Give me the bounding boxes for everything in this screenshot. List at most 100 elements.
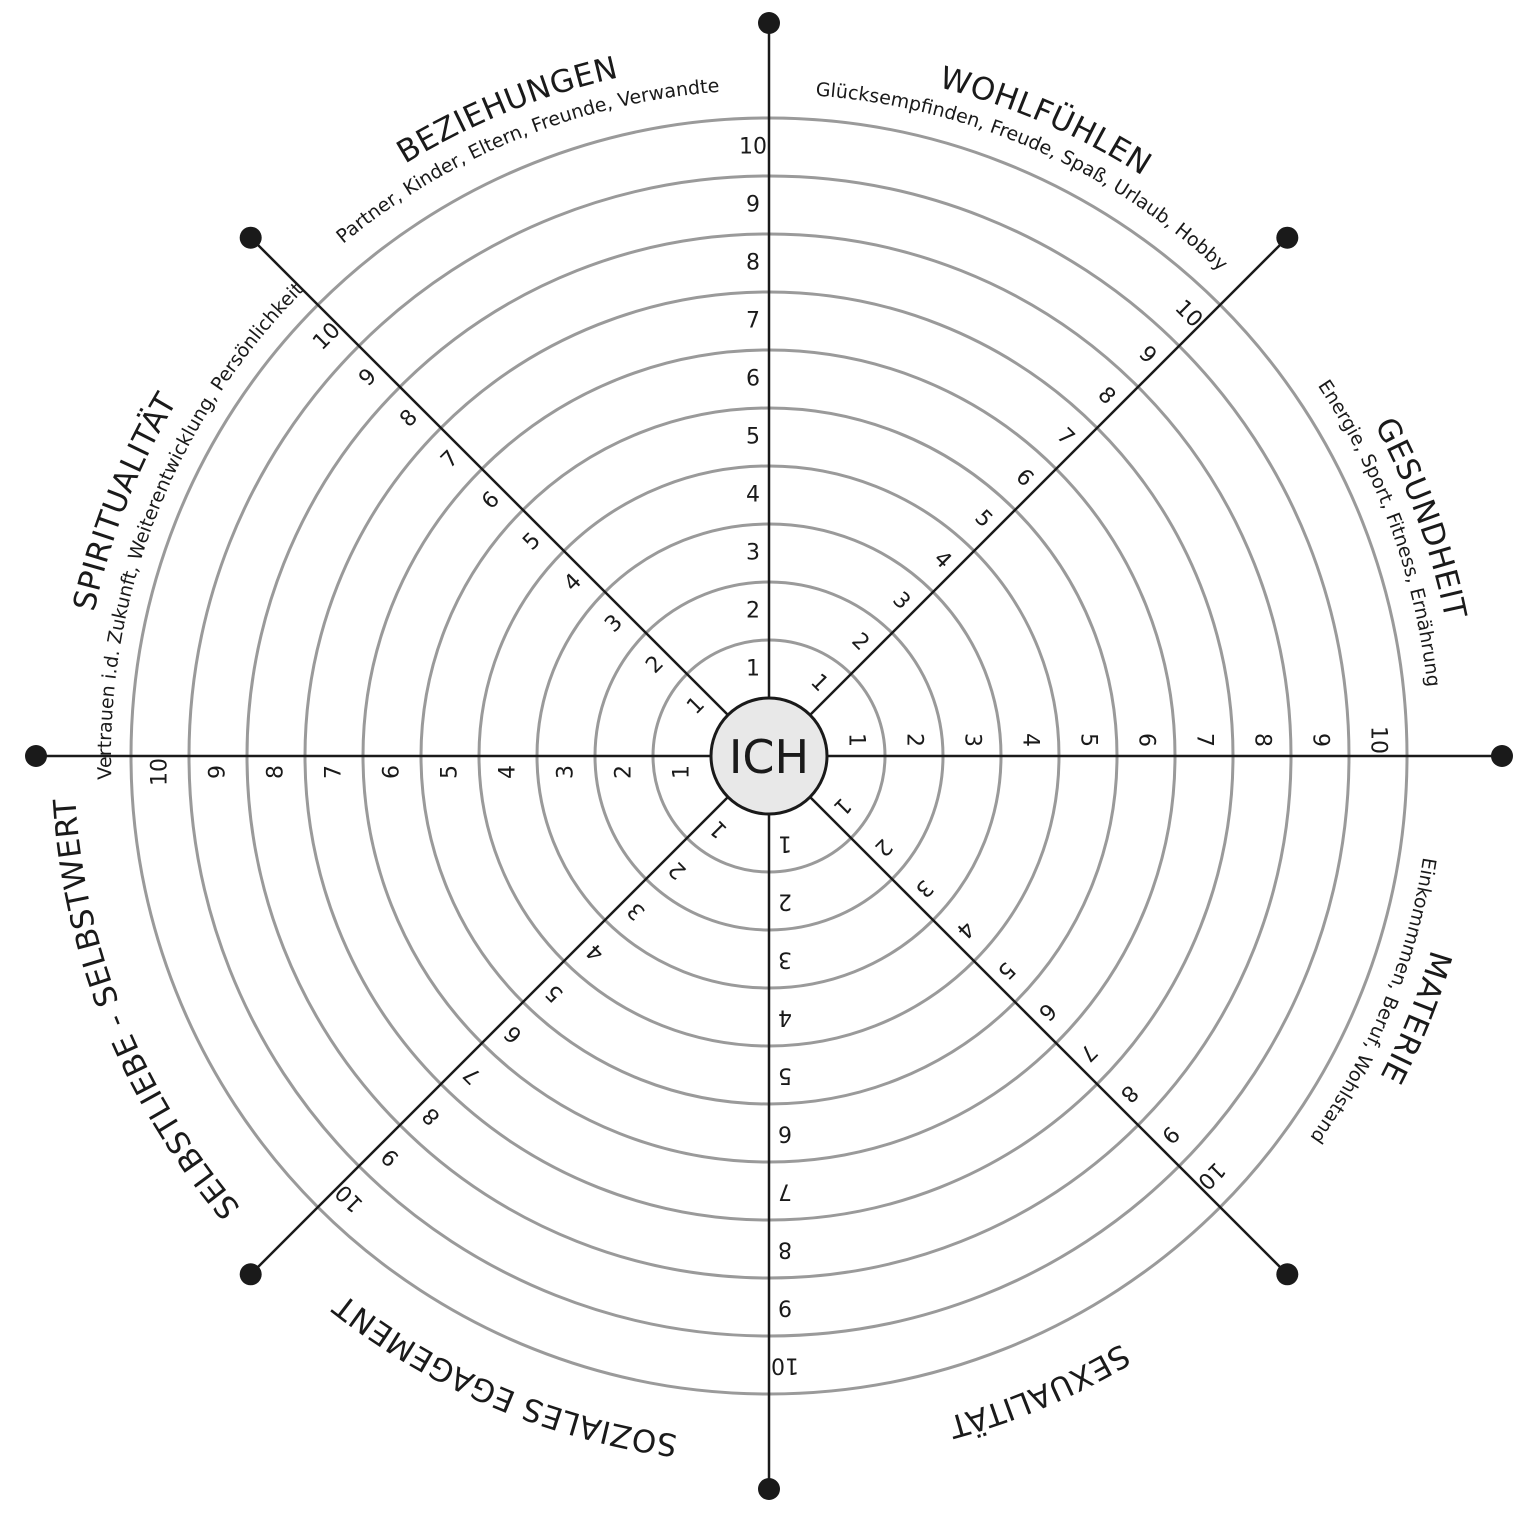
tick-label: 1 (844, 733, 869, 747)
category-title: SOZIALES EGAGEMENT (326, 1286, 679, 1462)
tick-label: 1 (682, 692, 710, 720)
tick-label: 4 (496, 765, 521, 779)
tick-label: 3 (960, 733, 985, 747)
axis-end-dot-6 (25, 745, 47, 767)
tick-label: 4 (951, 915, 979, 943)
axis-line-3 (809, 796, 1289, 1276)
center-node: ICH (709, 696, 829, 816)
tick-label: 3 (778, 947, 792, 972)
tick-label: 10 (1366, 726, 1391, 754)
tick-label: 1 (828, 792, 856, 820)
axis-end-dot-7 (239, 226, 262, 249)
tick-label: 3 (910, 874, 938, 902)
tick-label: 3 (554, 765, 579, 779)
tick-label: 7 (1051, 423, 1079, 451)
axis-line-7 (249, 236, 729, 716)
tick-label: 7 (746, 309, 760, 334)
tick-label: 6 (477, 487, 505, 515)
center-circle (709, 696, 829, 816)
tick-label: 8 (1093, 382, 1121, 410)
tick-label: 1 (778, 831, 792, 856)
axis-line-1 (809, 236, 1289, 716)
axis-end-dot-1 (1276, 226, 1299, 249)
tick-label: 5 (746, 425, 760, 450)
tick-label: 6 (1134, 733, 1159, 747)
tick-label: 8 (264, 765, 289, 779)
tick-label: 6 (778, 1121, 792, 1146)
tick-label: 10 (1170, 295, 1207, 332)
tick-label: 10 (148, 758, 173, 786)
tick-label: 5 (992, 956, 1020, 984)
tick-label: 1 (670, 765, 695, 779)
category-title: SEXUALITÄT (944, 1337, 1135, 1445)
tick-label: 9 (746, 193, 760, 218)
tick-label: 10 (308, 318, 345, 355)
tick-label: 7 (1074, 1038, 1102, 1066)
tick-label: 3 (600, 610, 628, 638)
tick-label: 3 (887, 587, 915, 615)
tick-label: 10 (739, 135, 767, 160)
tick-label: 10 (1192, 1157, 1229, 1194)
tick-label: 6 (380, 765, 405, 779)
tick-label: 8 (1115, 1080, 1143, 1108)
category-4: SOZIALES EGAGEMENT (326, 1286, 679, 1462)
tick-label: 5 (438, 765, 463, 779)
tick-label: 9 (354, 364, 382, 392)
tick-label: 4 (582, 938, 610, 966)
center-label: ICH (729, 730, 809, 784)
tick-label: 9 (778, 1295, 792, 1320)
tick-label: 7 (1192, 733, 1217, 747)
axis-end-dot-0 (758, 12, 780, 34)
tick-label: 1 (746, 657, 760, 682)
tick-label: 9 (1134, 341, 1162, 369)
tick-label: 2 (641, 651, 669, 679)
axis-end-dot-5 (239, 1263, 262, 1286)
tick-label: 4 (746, 483, 760, 508)
tick-label: 6 (1033, 997, 1061, 1025)
tick-label: 9 (1308, 733, 1333, 747)
tick-label: 8 (746, 251, 760, 276)
tick-label: 8 (395, 405, 423, 433)
tick-label: 9 (377, 1143, 405, 1171)
category-axes (25, 12, 1513, 1500)
tick-label: 7 (459, 1061, 487, 1089)
tick-label: 2 (846, 628, 874, 656)
tick-label: 6 (500, 1020, 528, 1048)
tick-label: 4 (1018, 733, 1043, 747)
tick-label: 3 (746, 541, 760, 566)
tick-label: 10 (771, 1353, 799, 1378)
tick-label: 2 (869, 833, 897, 861)
tick-label: 5 (541, 979, 569, 1007)
tick-label: 4 (928, 546, 956, 574)
tick-label: 5 (969, 505, 997, 533)
tick-label: 3 (623, 897, 651, 925)
tick-label: 9 (1156, 1121, 1184, 1149)
tick-label: 8 (1250, 733, 1275, 747)
tick-label: 2 (612, 765, 637, 779)
tick-label: 2 (664, 856, 692, 884)
tick-label: 2 (902, 733, 927, 747)
tick-label: 5 (518, 528, 546, 556)
tick-label: 7 (322, 765, 347, 779)
tick-label: 1 (705, 815, 733, 843)
tick-label: 2 (746, 599, 760, 624)
tick-label: 8 (778, 1237, 792, 1262)
tick-label: 7 (778, 1179, 792, 1204)
tick-label: 6 (746, 367, 760, 392)
tick-label: 2 (778, 889, 792, 914)
tick-label: 1 (805, 669, 833, 697)
tick-label: 7 (436, 446, 464, 474)
tick-label: 4 (778, 1005, 792, 1030)
category-5: SELBSTLIEBE - SELBSTWERT (47, 797, 246, 1226)
axis-line-5 (249, 796, 729, 1276)
axis-end-dot-2 (1491, 745, 1513, 767)
tick-label: 5 (778, 1063, 792, 1088)
tick-label: 5 (1076, 733, 1101, 747)
tick-label: 8 (418, 1102, 446, 1130)
axis-end-dot-4 (758, 1478, 780, 1500)
axis-end-dot-3 (1276, 1263, 1299, 1286)
